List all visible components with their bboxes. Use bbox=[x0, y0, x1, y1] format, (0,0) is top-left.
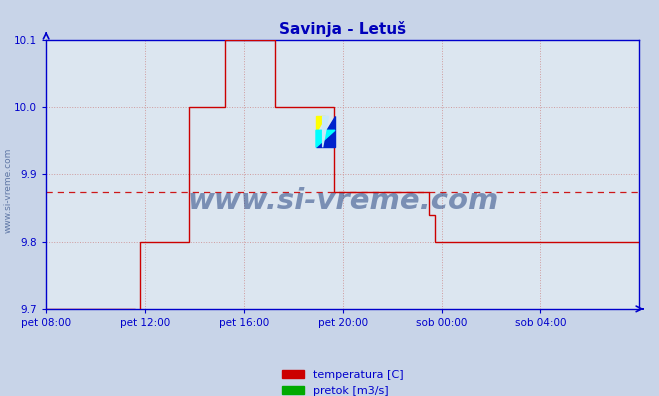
Title: Savinja - Letuš: Savinja - Letuš bbox=[279, 21, 406, 37]
Polygon shape bbox=[316, 116, 326, 132]
Polygon shape bbox=[316, 130, 335, 147]
Text: www.si-vreme.com: www.si-vreme.com bbox=[4, 147, 13, 233]
Text: www.si-vreme.com: www.si-vreme.com bbox=[187, 187, 498, 215]
Polygon shape bbox=[323, 116, 328, 147]
Legend: temperatura [C], pretok [m3/s]: temperatura [C], pretok [m3/s] bbox=[277, 366, 408, 396]
Polygon shape bbox=[316, 116, 335, 147]
